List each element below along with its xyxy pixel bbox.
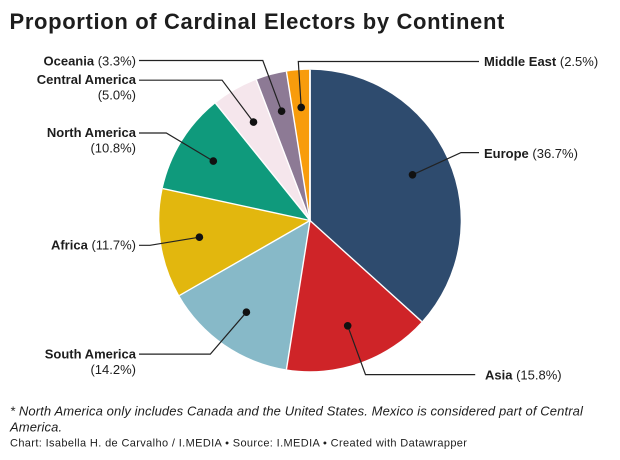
svg-text:(14.2%): (14.2%) bbox=[90, 362, 136, 377]
svg-text:Oceania (3.3%): Oceania (3.3%) bbox=[44, 54, 137, 69]
svg-text:(10.8%): (10.8%) bbox=[90, 141, 136, 156]
svg-text:Chart: Isabella H. de Carvalho: Chart: Isabella H. de Carvalho / I.MEDIA… bbox=[10, 438, 467, 450]
svg-text:Central America: Central America bbox=[37, 72, 137, 87]
svg-text:(5.0%): (5.0%) bbox=[98, 88, 136, 103]
svg-text:Europe (36.7%): Europe (36.7%) bbox=[484, 146, 578, 161]
svg-text:* North America only includes: * North America only includes Canada and… bbox=[10, 404, 584, 419]
svg-text:North America: North America bbox=[47, 125, 137, 140]
svg-text:Proportion of Cardinal Elector: Proportion of Cardinal Electors by Conti… bbox=[10, 9, 506, 34]
svg-text:Middle East (2.5%): Middle East (2.5%) bbox=[484, 54, 598, 69]
svg-text:America.: America. bbox=[9, 420, 62, 435]
svg-text:South America: South America bbox=[45, 347, 137, 362]
svg-text:Africa (11.7%): Africa (11.7%) bbox=[51, 238, 136, 253]
svg-text:Asia (15.8%): Asia (15.8%) bbox=[485, 368, 562, 383]
